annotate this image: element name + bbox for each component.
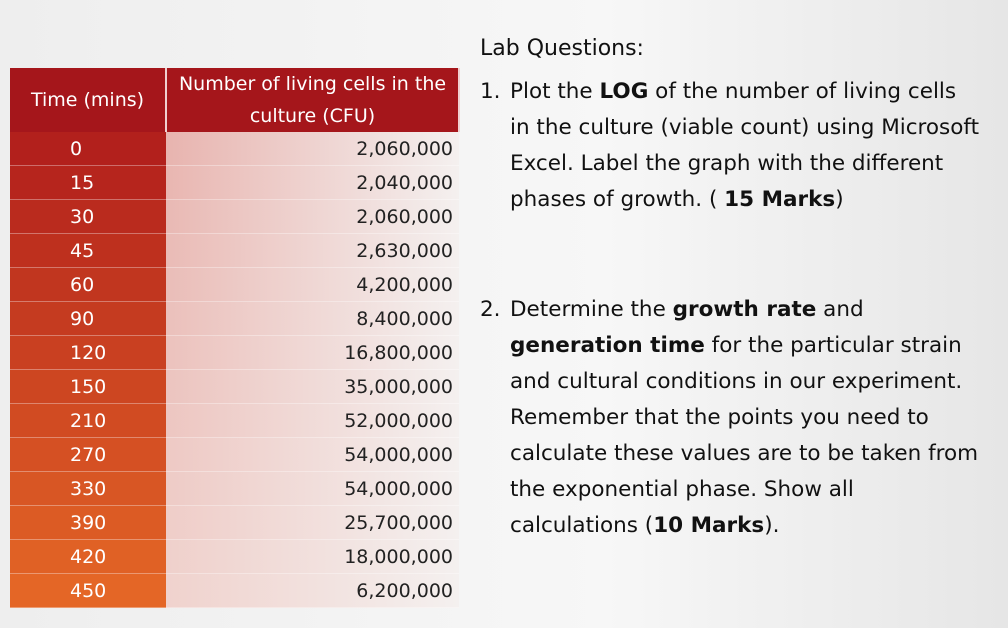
table-row: 45 2,630,000 [10, 233, 459, 268]
time-cell: 210 [10, 403, 166, 438]
header-cell: Time (mins) [10, 68, 167, 132]
text-segment: LOG [599, 79, 649, 104]
table-row: 210 52,000,000 [10, 403, 459, 438]
count-cell: 4,200,000 [166, 267, 459, 302]
table-row: 90 8,400,000 [10, 301, 459, 336]
count-cell: 52,000,000 [166, 403, 459, 438]
text-segment: ). [764, 513, 780, 538]
time-cell: 150 [10, 369, 166, 404]
table-row: 30 2,060,000 [10, 199, 459, 234]
count-cell: 35,000,000 [166, 369, 459, 404]
time-cell: 270 [10, 437, 166, 472]
time-cell: 330 [10, 471, 166, 506]
questions-title: Lab Questions: [480, 36, 644, 61]
question: 1. Plot the LOG of the number of living c… [480, 74, 980, 218]
text-segment: Plot the [510, 79, 600, 104]
count-cell: 54,000,000 [166, 437, 459, 472]
table-body: 0 2,060,000 15 2,040,000 30 2,060,000 45 2,630,… [10, 132, 459, 608]
table-row: 0 2,060,000 [10, 132, 459, 166]
question-number: 1. [480, 79, 501, 104]
time-cell: 0 [10, 132, 166, 166]
text-segment: for the particular strain and cultural c… [510, 333, 979, 538]
time-cell: 45 [10, 233, 166, 268]
count-cell: 54,000,000 [166, 471, 459, 506]
table-row: 120 16,800,000 [10, 335, 459, 370]
time-cell: 420 [10, 539, 166, 574]
count-cell: 6,200,000 [166, 573, 459, 608]
count-cell: 16,800,000 [166, 335, 459, 370]
question-text: Determine the growth rate and generation… [510, 292, 980, 544]
time-cell: 15 [10, 165, 166, 200]
time-cell: 450 [10, 573, 166, 608]
table-row: 390 25,700,000 [10, 505, 459, 540]
question: 2. Determine the growth rate and generati… [480, 292, 980, 544]
count-cell: 2,060,000 [166, 199, 459, 234]
count-cell: 2,060,000 [166, 132, 459, 166]
table-row: 270 54,000,000 [10, 437, 459, 472]
text-segment: generation time [510, 333, 705, 358]
time-cell: 120 [10, 335, 166, 370]
text-segment: growth rate [672, 297, 817, 322]
time-cell: 90 [10, 301, 166, 336]
count-cell: 25,700,000 [166, 505, 459, 540]
time-cell: 30 [10, 199, 166, 234]
text-segment: 15 Marks [724, 187, 836, 212]
text-segment: and [816, 297, 864, 322]
time-cell: 390 [10, 505, 166, 540]
count-cell: 8,400,000 [166, 301, 459, 336]
count-cell: 2,040,000 [166, 165, 459, 200]
table-row: 150 35,000,000 [10, 369, 459, 404]
text-segment: of the number of living cells in the cul… [510, 79, 980, 212]
header-row: Time (mins) Number of living cells in th… [10, 68, 460, 132]
table-row: 60 4,200,000 [10, 267, 459, 302]
table-row: 420 18,000,000 [10, 539, 459, 574]
data-table: Time (mins) Number of living cells in th… [10, 68, 460, 608]
question-text: Plot the LOG of the number of living cel… [510, 74, 980, 218]
text-segment: Determine the [510, 297, 673, 322]
table-row: 330 54,000,000 [10, 471, 459, 506]
table-row: 450 6,200,000 [10, 573, 459, 608]
count-cell: 2,630,000 [166, 233, 459, 268]
text-segment: ) [835, 187, 844, 212]
table-row: 15 2,040,000 [10, 165, 459, 200]
header-cell: Number of living cells in the culture (C… [166, 68, 460, 132]
text-segment: 10 Marks [653, 513, 765, 538]
question-number: 2. [480, 297, 501, 322]
time-cell: 60 [10, 267, 166, 302]
count-cell: 18,000,000 [166, 539, 459, 574]
